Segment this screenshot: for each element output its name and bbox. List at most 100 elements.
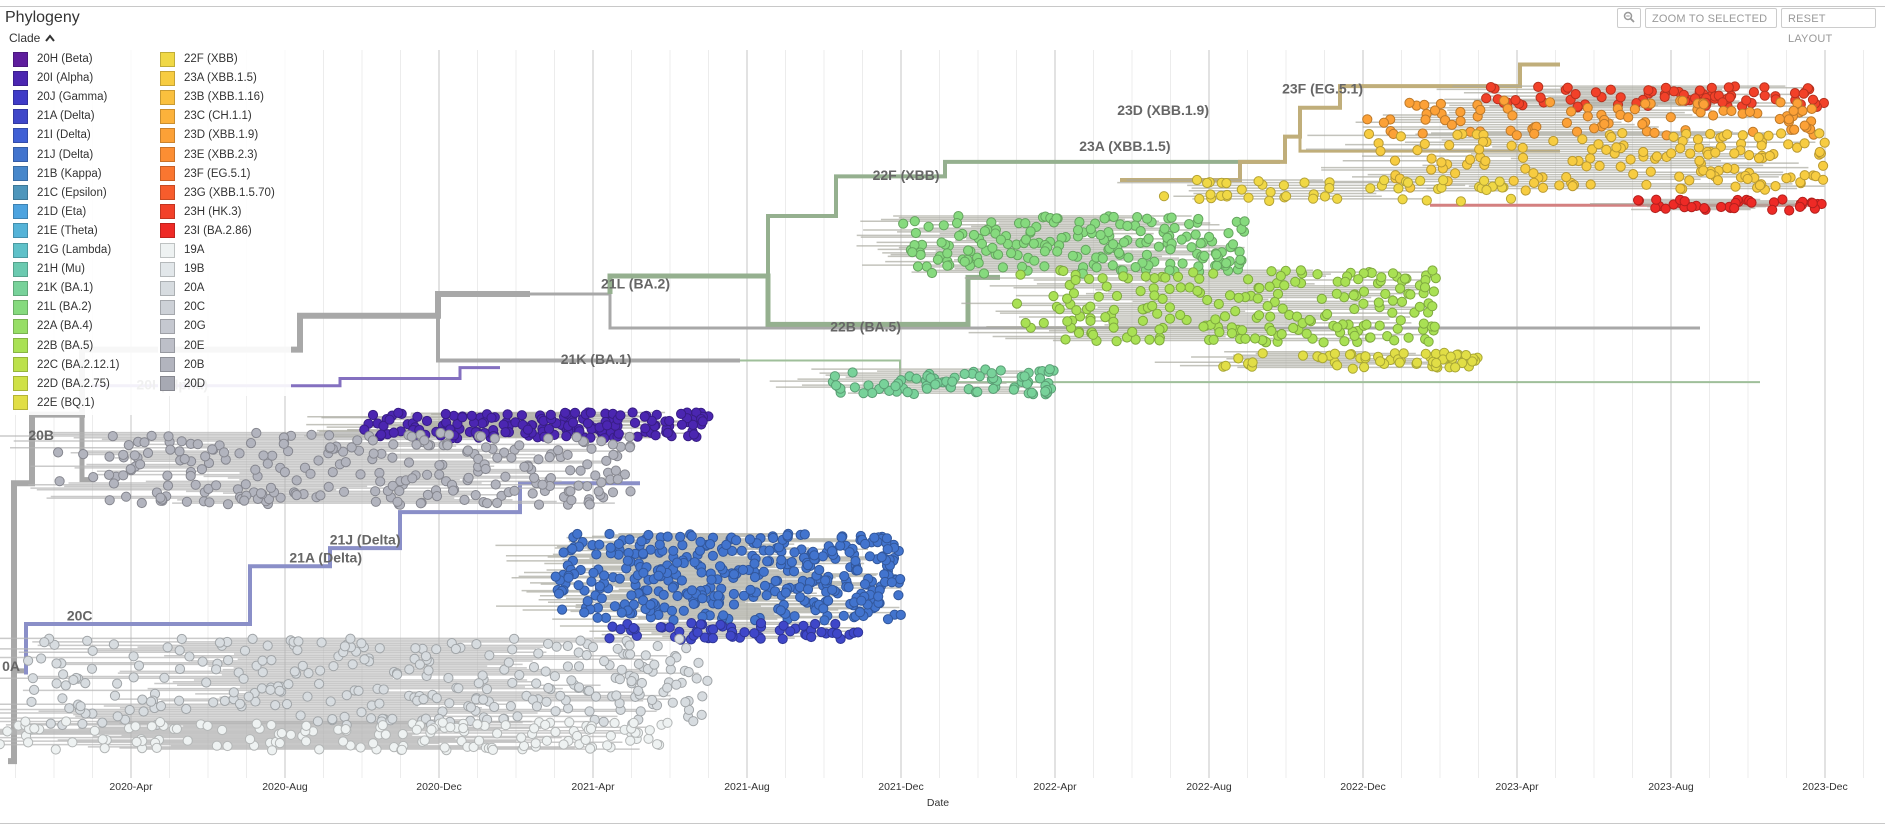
tip-node[interactable] <box>613 538 625 550</box>
tip-node[interactable] <box>1705 169 1716 180</box>
tip-node[interactable] <box>1776 128 1787 139</box>
tip-node[interactable] <box>1202 294 1213 306</box>
tip-node[interactable] <box>664 622 675 633</box>
tip-node[interactable] <box>387 452 398 463</box>
tip-node[interactable] <box>533 499 545 510</box>
tip-node[interactable] <box>142 447 154 459</box>
tip-node[interactable] <box>1340 276 1351 287</box>
tip-node[interactable] <box>640 650 651 661</box>
legend-item[interactable]: 23D (XBB.1.9) <box>160 127 258 143</box>
legend-item[interactable]: 20I (Alpha) <box>13 70 93 86</box>
tip-node[interactable] <box>137 694 148 705</box>
tip-node[interactable] <box>36 653 47 664</box>
tip-node[interactable] <box>567 417 579 428</box>
tip-node[interactable] <box>234 698 246 710</box>
tip-node[interactable] <box>553 588 565 599</box>
tip-node[interactable] <box>652 739 663 750</box>
tip-node[interactable] <box>633 658 645 670</box>
tip-node[interactable] <box>571 432 582 443</box>
tip-node[interactable] <box>1224 290 1236 301</box>
tip-node[interactable] <box>602 420 613 431</box>
tip-node[interactable] <box>582 596 593 607</box>
tip-node[interactable] <box>1479 175 1490 186</box>
tip-node[interactable] <box>238 673 249 684</box>
tip-node[interactable] <box>185 470 196 481</box>
tip-node[interactable] <box>1165 244 1176 255</box>
tip-node[interactable] <box>1507 110 1518 121</box>
tip-node[interactable] <box>77 718 88 729</box>
tip-node[interactable] <box>1324 182 1335 194</box>
tip-node[interactable] <box>1291 311 1303 322</box>
tip-node[interactable] <box>1722 163 1733 174</box>
tip-node[interactable] <box>759 580 771 591</box>
tip-node[interactable] <box>738 590 750 601</box>
tip-node[interactable] <box>591 549 602 560</box>
tip-node[interactable] <box>633 685 644 697</box>
tip-node[interactable] <box>1452 129 1463 140</box>
legend-item[interactable]: 23I (BA.2.86) <box>160 223 252 239</box>
tip-node[interactable] <box>2 726 13 737</box>
tip-node[interactable] <box>686 585 698 596</box>
tip-node[interactable] <box>563 572 574 583</box>
tip-node[interactable] <box>1528 177 1540 188</box>
tip-node[interactable] <box>411 439 422 450</box>
tip-node[interactable] <box>314 744 325 755</box>
tip-node[interactable] <box>1362 114 1373 125</box>
tip-node[interactable] <box>1349 330 1360 341</box>
tip-node[interactable] <box>1510 95 1521 106</box>
tip-node[interactable] <box>1770 181 1781 192</box>
tip-node[interactable] <box>1535 92 1546 103</box>
tip-node[interactable] <box>1746 197 1757 208</box>
tip-node[interactable] <box>1640 98 1651 109</box>
tip-node[interactable] <box>912 261 924 272</box>
tip-node[interactable] <box>1465 154 1476 165</box>
tip-node[interactable] <box>530 738 541 749</box>
tip-node[interactable] <box>431 491 443 502</box>
tip-node[interactable] <box>666 605 678 616</box>
tip-node[interactable] <box>339 641 350 652</box>
tip-node[interactable] <box>420 651 432 662</box>
tip-node[interactable] <box>1554 180 1565 191</box>
tip-node[interactable] <box>519 461 530 472</box>
tip-node[interactable] <box>1262 301 1273 312</box>
tip-node[interactable] <box>587 642 599 653</box>
tip-node[interactable] <box>162 470 173 481</box>
tip-node[interactable] <box>1164 283 1175 295</box>
tip-node[interactable] <box>20 716 31 727</box>
tip-node[interactable] <box>1147 300 1158 312</box>
tip-node[interactable] <box>1040 386 1051 397</box>
tip-node[interactable] <box>505 701 516 712</box>
tip-node[interactable] <box>507 677 518 689</box>
tip-node[interactable] <box>1444 140 1455 151</box>
branch[interactable] <box>436 315 740 363</box>
tip-node[interactable] <box>770 575 781 587</box>
tip-node[interactable] <box>1705 128 1716 140</box>
tip-node[interactable] <box>502 409 513 420</box>
tip-node[interactable] <box>1164 313 1176 324</box>
tip-node[interactable] <box>540 666 551 677</box>
tip-node[interactable] <box>1208 268 1219 279</box>
tip-node[interactable] <box>1278 180 1290 191</box>
tip-node[interactable] <box>1080 244 1091 255</box>
tip-node[interactable] <box>1431 357 1442 369</box>
tip-node[interactable] <box>584 706 595 717</box>
tip-node[interactable] <box>1378 117 1390 128</box>
tip-node[interactable] <box>1237 325 1248 336</box>
tip-node[interactable] <box>1617 128 1628 139</box>
legend-item[interactable]: 23B (XBB.1.16) <box>160 89 264 105</box>
tip-node[interactable] <box>1421 195 1432 206</box>
tip-node[interactable] <box>847 367 858 378</box>
tip-node[interactable] <box>780 587 791 598</box>
tip-node[interactable] <box>1710 147 1721 158</box>
reset-layout-button[interactable]: RESET LAYOUT <box>1781 8 1876 45</box>
tip-node[interactable] <box>458 723 469 734</box>
tip-node[interactable] <box>1694 85 1706 96</box>
tip-node[interactable] <box>131 736 142 748</box>
tip-node[interactable] <box>1520 185 1531 196</box>
legend-toggle[interactable]: Clade <box>9 31 56 45</box>
tip-node[interactable] <box>243 691 254 702</box>
tip-node[interactable] <box>585 743 596 754</box>
tip-node[interactable] <box>1589 123 1600 134</box>
tip-node[interactable] <box>686 618 697 629</box>
tip-node[interactable] <box>255 488 267 499</box>
